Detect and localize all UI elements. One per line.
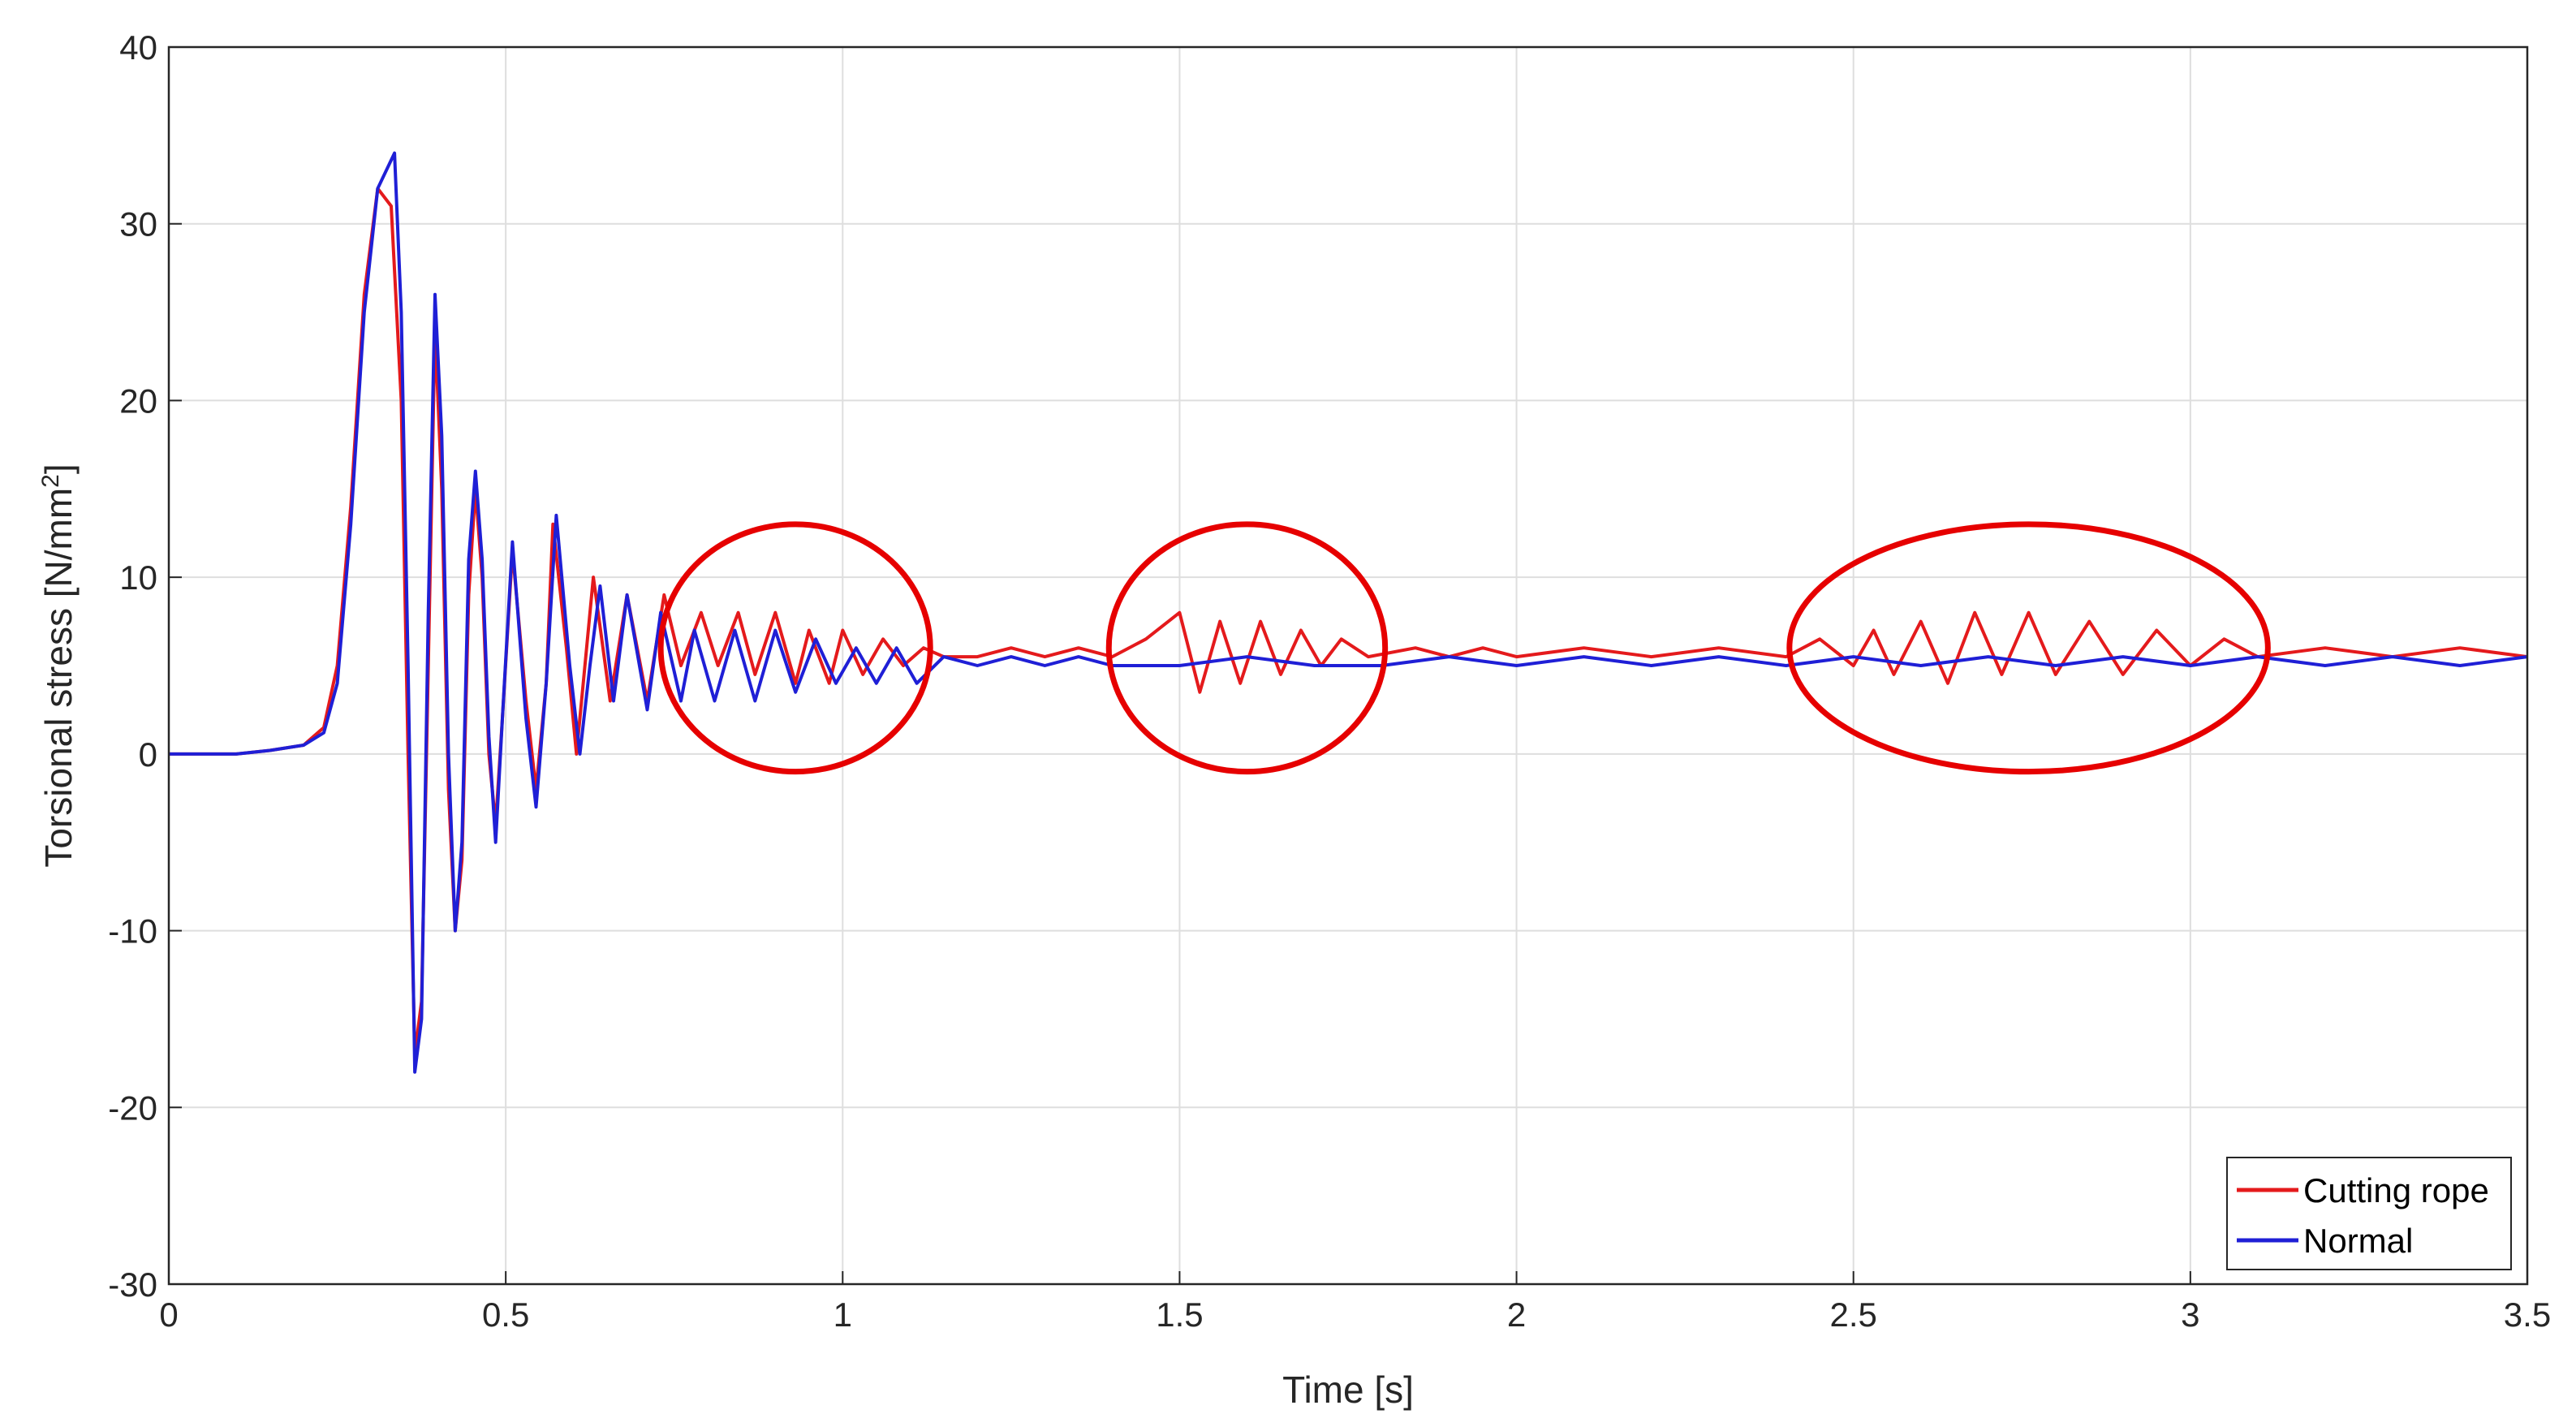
x-tick-label: 3 — [2181, 1296, 2199, 1334]
legend: Cutting rope Normal — [2226, 1157, 2512, 1270]
legend-box — [2226, 1157, 2512, 1270]
highlight-ellipse-2 — [1105, 521, 1389, 775]
y-axis-label: Torsional stress [N/mm2] — [37, 463, 80, 867]
x-tick-label: 2 — [1507, 1296, 1526, 1334]
legend-label-cutting-rope: Cutting rope — [2303, 1171, 2489, 1209]
annotations — [657, 521, 2271, 775]
x-tick-label: 0.5 — [482, 1296, 529, 1334]
series-group — [169, 151, 2528, 1074]
y-tick-label: 0 — [139, 735, 157, 774]
ticks: 0 0.5 1 1.5 2 2.5 3 3.5 -30 -20 -10 0 10 20 30 40 — [108, 28, 2551, 1334]
y-axis-label-main: Torsional stress [N/mm — [37, 488, 80, 868]
y-tick-label: -30 — [108, 1265, 157, 1304]
highlight-ellipse-3 — [1786, 521, 2271, 775]
plot-frame — [167, 45, 2529, 1286]
y-axis-label-end: ] — [37, 463, 80, 474]
y-tick-label: 10 — [119, 558, 157, 597]
y-tick-label: -10 — [108, 912, 157, 951]
y-tick-label: 40 — [119, 28, 157, 67]
y-tick-label: 30 — [119, 205, 157, 244]
y-tick-label: -20 — [108, 1089, 157, 1127]
legend-label-normal: Normal — [2303, 1222, 2413, 1260]
series-line-normal — [169, 151, 2528, 1074]
x-axis-label: Time [s] — [1282, 1369, 1414, 1411]
x-tick-label: 2.5 — [1830, 1296, 1877, 1334]
x-tick-label: 1.5 — [1156, 1296, 1203, 1334]
x-tick-label: 1 — [834, 1296, 852, 1334]
x-tick-label: 0 — [159, 1296, 178, 1334]
y-tick-label: 20 — [119, 382, 157, 420]
highlight-ellipse-1 — [657, 521, 933, 775]
y-axis-label-superscript: 2 — [37, 474, 64, 488]
x-tick-label: 3.5 — [2504, 1296, 2551, 1334]
